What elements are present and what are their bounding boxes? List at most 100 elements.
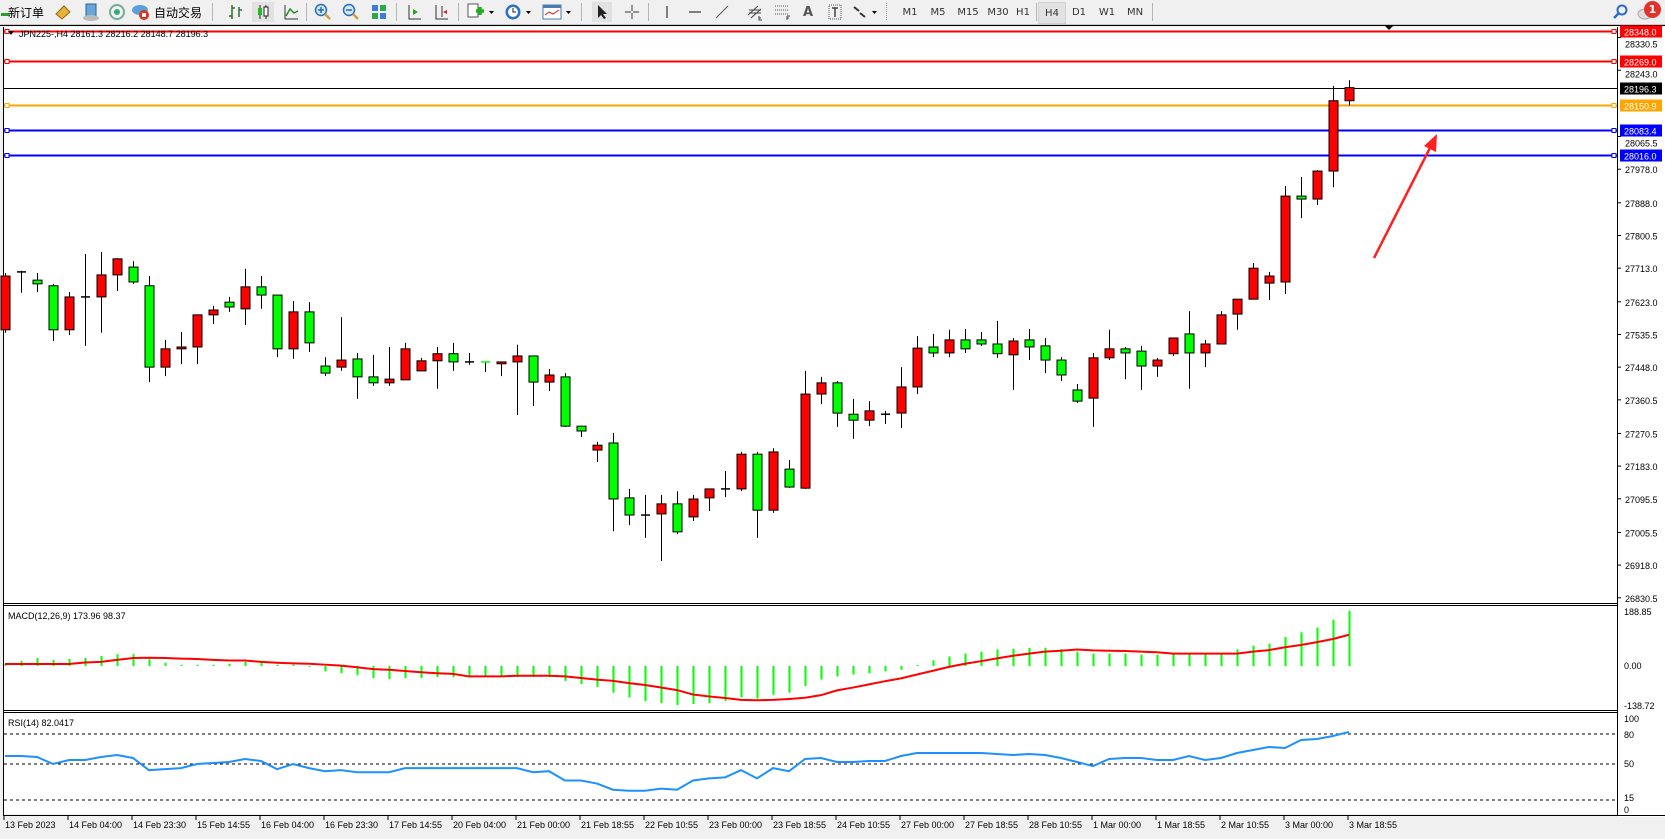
candle	[144, 276, 155, 383]
time-label: 2 Mar 10:55	[1221, 820, 1269, 830]
period-h4[interactable]: H4	[1038, 2, 1066, 24]
horizontal-line-icon[interactable]	[685, 2, 705, 22]
candle	[992, 320, 1003, 358]
market-watch-icon[interactable]	[52, 2, 74, 22]
period-m15[interactable]: M15	[957, 6, 979, 18]
search-icon[interactable]	[1610, 2, 1630, 22]
level-price-label: 28083.4	[1624, 127, 1657, 137]
level-handle-right	[1611, 59, 1617, 64]
candle-body	[1088, 357, 1099, 399]
candle-body	[128, 266, 139, 283]
periods-icon[interactable]	[503, 2, 535, 22]
new-order-icon[interactable]	[0, 2, 12, 22]
period-m1[interactable]: M1	[902, 6, 918, 18]
candle-body	[336, 359, 347, 368]
bar-chart-icon[interactable]	[225, 2, 247, 22]
candle	[1136, 345, 1147, 390]
candle-body	[592, 444, 603, 451]
candle	[912, 336, 923, 395]
candle	[32, 273, 43, 293]
auto-trading-button[interactable]: 自动交易	[153, 5, 202, 20]
candle	[17, 270, 26, 293]
candle-body	[768, 451, 779, 511]
candle	[64, 292, 75, 336]
candle-body	[1248, 267, 1259, 300]
autoscroll-icon[interactable]	[430, 2, 452, 22]
candle-body	[704, 488, 715, 499]
candle	[976, 332, 987, 346]
arrows-icon[interactable]	[850, 2, 880, 22]
signals-icon[interactable]	[106, 2, 128, 22]
candle-body	[368, 376, 379, 384]
history-center-icon[interactable]	[80, 2, 102, 22]
time-label: 14 Feb 23:30	[133, 820, 186, 830]
candle-body	[1168, 337, 1179, 355]
tile-windows-icon[interactable]	[368, 2, 390, 22]
candle	[1088, 352, 1099, 427]
chart-shift-marker-icon[interactable]	[1384, 25, 1394, 30]
macd-axis-label: 0.00	[1624, 661, 1642, 671]
annotation-arrow[interactable]	[1372, 141, 1435, 259]
line-chart-icon[interactable]	[280, 2, 302, 22]
zoom-out-icon[interactable]	[340, 2, 362, 22]
zoom-in-icon[interactable]	[312, 2, 334, 22]
candle	[240, 268, 251, 325]
candle	[368, 354, 379, 386]
notification-badge[interactable]: 1	[1644, 1, 1661, 18]
period-h1[interactable]: H1	[1016, 6, 1030, 18]
period-m5[interactable]: M5	[930, 6, 946, 18]
toolbar-separator	[306, 3, 307, 21]
candle	[0, 273, 11, 333]
toolbar-grip	[886, 3, 887, 21]
time-label: 3 Mar 00:00	[1285, 820, 1333, 830]
price-tick-label: 27888.0	[1625, 199, 1658, 209]
level-price-label: 28150.9	[1624, 102, 1657, 112]
candle	[832, 380, 843, 427]
candle-body	[1328, 100, 1339, 172]
text-label-icon[interactable]	[825, 2, 845, 22]
vertical-line-icon[interactable]	[657, 2, 677, 22]
auto-trading-icon[interactable]	[130, 2, 152, 22]
candle	[81, 253, 90, 346]
period-d1[interactable]: D1	[1071, 6, 1087, 18]
candle	[272, 294, 283, 358]
time-label: 20 Feb 04:00	[453, 820, 506, 830]
cursor-icon[interactable]	[592, 2, 612, 22]
equidistant-channel-icon[interactable]	[744, 2, 766, 22]
candlestick-icon[interactable]	[252, 2, 274, 22]
time-label: 1 Mar 18:55	[1157, 820, 1205, 830]
candle	[864, 401, 875, 427]
candle	[384, 346, 395, 386]
text-icon[interactable]: A	[802, 4, 814, 20]
price-tick-label: 27800.5	[1625, 231, 1658, 241]
candle-body	[992, 343, 1003, 355]
new-chart-icon[interactable]	[466, 2, 496, 22]
candle-body	[1216, 314, 1227, 345]
candle	[656, 494, 667, 561]
rsi-axis-label: 0	[1624, 805, 1629, 815]
candle	[448, 342, 459, 371]
trendline-icon[interactable]	[712, 2, 732, 22]
period-mn[interactable]: MN	[1126, 6, 1144, 18]
price-tick-label: 27978.0	[1625, 165, 1658, 175]
candle	[688, 494, 699, 522]
new-order-button[interactable]: 新订单	[7, 5, 44, 20]
crosshair-icon[interactable]	[622, 2, 642, 22]
price-axis: 28330.5 28243.0 28065.5 27978.0 27888.0 27800…	[1617, 37, 1658, 604]
candle	[256, 276, 267, 309]
toolbar-separator	[212, 3, 213, 21]
candle	[944, 329, 955, 358]
symbol-dropdown-icon[interactable]	[8, 31, 14, 35]
candle	[1072, 383, 1083, 404]
time-label: 15 Feb 14:55	[197, 820, 250, 830]
price-tick-label: 27095.5	[1625, 495, 1658, 505]
chart-shift-icon[interactable]	[403, 2, 425, 22]
candle	[160, 339, 171, 377]
period-w1[interactable]: W1	[1098, 6, 1116, 18]
candle-body	[1120, 348, 1131, 354]
period-m30[interactable]: M30	[987, 6, 1009, 18]
candle	[1248, 262, 1259, 300]
templates-icon[interactable]	[541, 2, 575, 22]
fibonacci-icon[interactable]	[772, 2, 794, 22]
